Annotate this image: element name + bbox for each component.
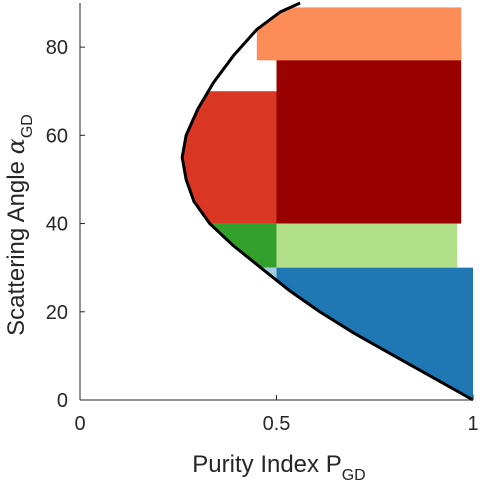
scatter-region-5 xyxy=(276,267,473,400)
scatter-region-3 xyxy=(276,223,458,268)
x-tick-label-1: 0.5 xyxy=(263,413,291,435)
scatter-region-4 xyxy=(237,267,277,290)
y-tick-label-0: 0 xyxy=(57,390,68,412)
y-tick-label-1: 20 xyxy=(46,302,68,324)
boundary-curve xyxy=(180,1,474,402)
scatter-region-1 xyxy=(276,47,462,224)
x-axis-label: Purity Index PGD xyxy=(192,451,365,484)
y-axis-label: Scattering Angle αGD xyxy=(2,114,36,336)
scatter-region-6 xyxy=(256,7,462,61)
ticks: 0 0.5 1 0 20 40 60 80 xyxy=(46,37,479,435)
scatter-region-0 xyxy=(182,91,277,224)
y-tick-label-3: 60 xyxy=(46,125,68,147)
y-tick-label-2: 40 xyxy=(46,214,68,236)
x-tick-label-2: 1 xyxy=(467,413,478,435)
boundary-curve-group xyxy=(180,1,474,402)
x-tick-label-0: 0 xyxy=(74,413,85,435)
y-tick-label-4: 80 xyxy=(46,37,68,59)
